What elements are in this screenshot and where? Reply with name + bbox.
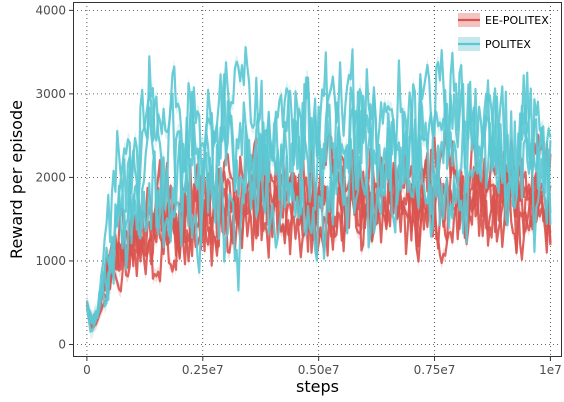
legend: EE-POLITEX POLITEX [458,13,549,51]
x-tick-label-2: 0.50e7 [298,363,340,377]
y-axis-ticks: 0 1000 2000 3000 4000 [35,3,73,351]
line-politex-run-2 [85,51,552,326]
x-axis-ticks: 0 0.25e7 0.50e7 0.75e7 1e7 [83,357,562,377]
x-axis-title: steps [296,377,339,396]
x-tick-label-1: 0.25e7 [182,363,224,377]
line-politex-run-3 [86,87,552,325]
x-tick-label-4: 1e7 [539,363,562,377]
y-tick-label-3: 3000 [35,87,66,101]
y-axis-title: Reward per episode [7,100,26,259]
series-lines [85,46,552,333]
legend-label-1: POLITEX [485,38,531,51]
plot-frame [73,2,562,357]
y-tick-label-0: 0 [58,337,66,351]
y-tick-label-4: 4000 [35,3,66,17]
legend-label-0: EE-POLITEX [485,14,549,27]
x-tick-label-0: 0 [83,363,91,377]
line-ee-politex-run-4 [85,149,552,326]
y-tick-label-1: 1000 [35,254,66,268]
y-tick-label-2: 2000 [35,170,66,184]
x-tick-label-3: 0.75e7 [414,363,456,377]
